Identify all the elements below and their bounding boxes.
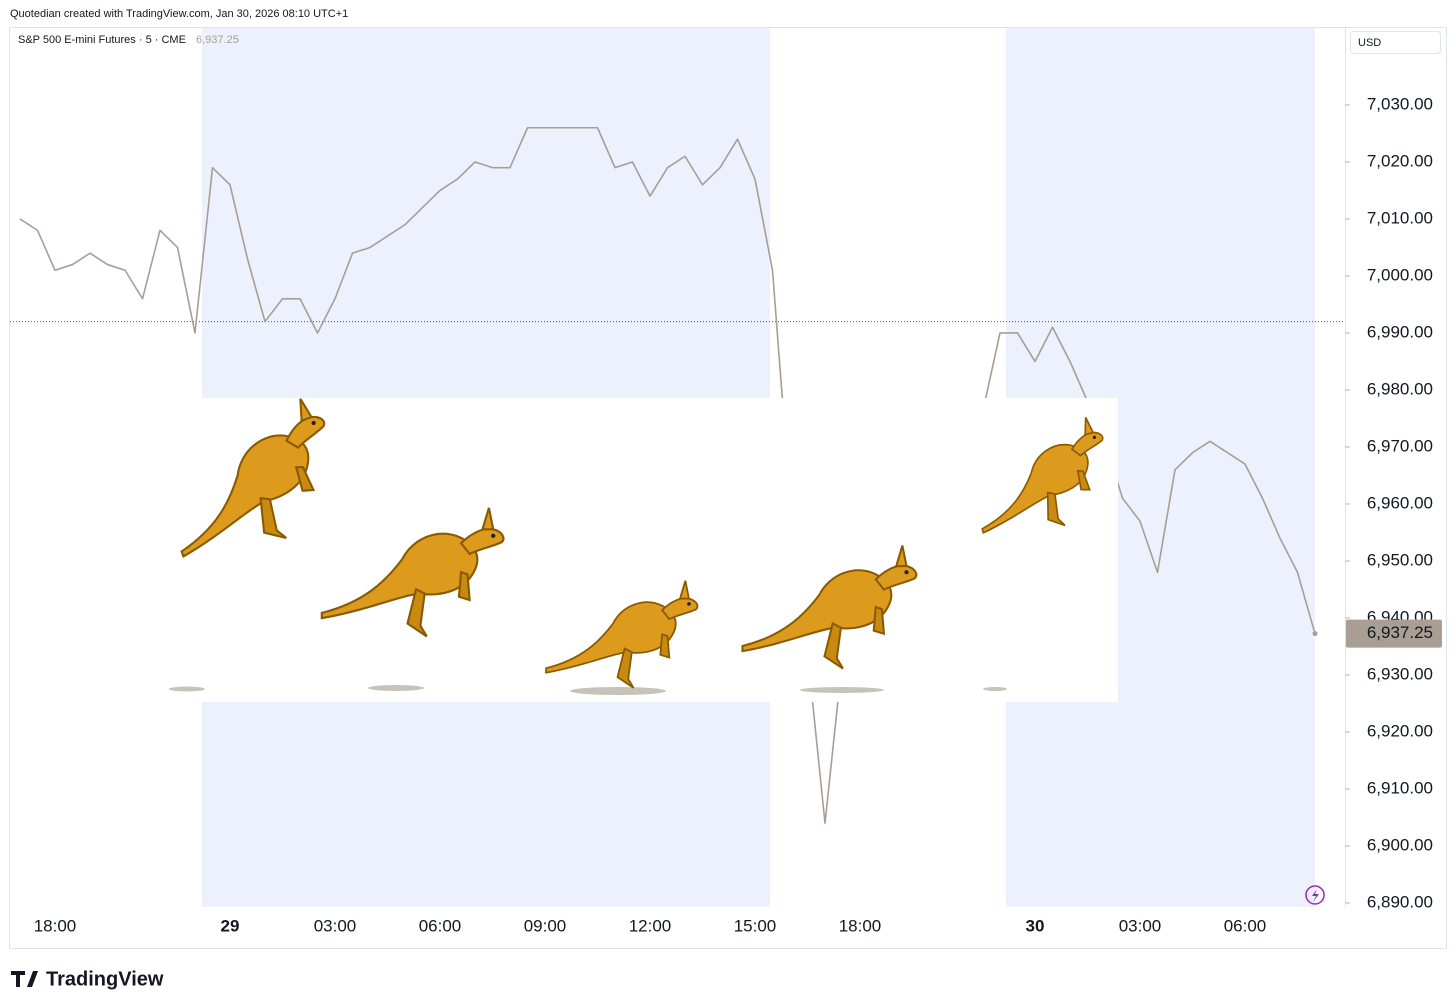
y-tick-label: 6,910.00 (1367, 778, 1433, 797)
shadow (983, 687, 1007, 691)
x-tick-label: 06:00 (419, 916, 462, 935)
currency[interactable]: USD (1358, 37, 1381, 49)
shadow (169, 686, 205, 692)
alert-icon[interactable] (1305, 885, 1325, 905)
shadow (570, 687, 666, 695)
price-tag-label: 6,937.25 (1367, 623, 1433, 642)
header-last-price: 6,937.25 (196, 34, 239, 46)
shadow (800, 687, 884, 693)
alert-bolt (1312, 889, 1319, 902)
currency-box[interactable] (1350, 31, 1441, 54)
price-tag (1346, 619, 1442, 648)
x-tick-label: 03:00 (1119, 916, 1162, 935)
x-tick-label: 18:00 (34, 916, 77, 935)
logo-mark (11, 971, 38, 987)
logo: TradingView (46, 968, 164, 990)
symbol-title: S&P 500 E-mini Futures · 5 · CME (18, 34, 186, 46)
x-tick-label: 12:00 (629, 916, 672, 935)
y-tick-label: 6,950.00 (1367, 550, 1433, 569)
axes: 6,890.00 6,900.00 6,910.00 6,920.00 6,930.00… (34, 94, 1442, 935)
x-tick-label: 29 (221, 916, 240, 935)
x-tick-label: 15:00 (734, 916, 777, 935)
y-tick-label: 6,970.00 (1367, 436, 1433, 455)
y-tick-label: 6,930.00 (1367, 664, 1433, 683)
credit: Quotedian created with TradingView.com, … (10, 8, 348, 20)
y-tick-label: 7,010.00 (1367, 208, 1433, 227)
x-tick-label: 18:00 (839, 916, 882, 935)
last-point (1312, 631, 1318, 637)
x-tick-label: 09:00 (524, 916, 567, 935)
x-tick-label: 06:00 (1224, 916, 1267, 935)
x-tick-label: 30 (1026, 916, 1045, 935)
x-tick-label: 03:00 (314, 916, 357, 935)
kangaroo-overlay (145, 392, 1124, 702)
y-tick-label: 7,020.00 (1367, 151, 1433, 170)
y-tick-label: 6,990.00 (1367, 322, 1433, 341)
shadow (368, 685, 424, 691)
y-tick-label: 7,000.00 (1367, 265, 1433, 284)
y-tick-label: 7,030.00 (1367, 94, 1433, 113)
y-tick-label: 6,920.00 (1367, 721, 1433, 740)
y-tick-label: 6,890.00 (1367, 892, 1433, 911)
y-tick-label: 6,980.00 (1367, 379, 1433, 398)
y-tick-label: 6,960.00 (1367, 493, 1433, 512)
y-tick-label: 6,900.00 (1367, 835, 1433, 854)
